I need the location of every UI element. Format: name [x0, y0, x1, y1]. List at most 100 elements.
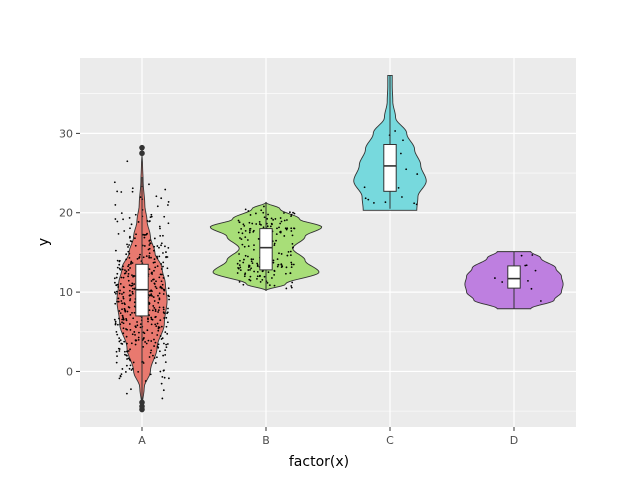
jitter-point-B: [272, 261, 275, 264]
jitter-point-A: [158, 225, 161, 228]
jitter-point-A: [154, 261, 156, 264]
jitter-point-A: [159, 286, 162, 289]
jitter-point-A: [153, 357, 156, 359]
jitter-point-A: [125, 328, 127, 330]
jitter-point-A: [149, 373, 152, 376]
jitter-point-A: [116, 266, 119, 269]
jitter-point-B: [291, 242, 294, 245]
jitter-point-C: [363, 186, 366, 189]
jitter-point-C: [402, 139, 404, 142]
jitter-point-B: [239, 237, 241, 239]
jitter-point-A: [129, 227, 131, 230]
jitter-point-A: [122, 327, 125, 330]
jitter-point-A: [162, 261, 165, 264]
jitter-point-A: [157, 311, 160, 313]
jitter-point-A: [158, 276, 161, 279]
jitter-point-A: [139, 323, 142, 326]
jitter-point-B: [290, 286, 293, 289]
jitter-point-B: [243, 275, 246, 278]
jitter-point-A: [119, 312, 122, 315]
jitter-point-A: [151, 295, 154, 297]
jitter-point-B: [270, 217, 273, 220]
jitter-point-B: [248, 264, 250, 267]
jitter-point-A: [152, 278, 154, 281]
jitter-point-A: [131, 262, 134, 264]
jitter-point-B: [267, 271, 270, 274]
jitter-point-A: [148, 244, 151, 246]
jitter-point-A: [162, 354, 165, 357]
jitter-point-A: [136, 321, 138, 323]
jitter-point-A: [134, 237, 136, 240]
jitter-point-A: [165, 346, 168, 349]
jitter-point-A: [134, 213, 137, 216]
jitter-point-A: [136, 324, 139, 327]
jitter-point-B: [251, 262, 254, 265]
jitter-point-A: [163, 342, 165, 345]
jitter-point-A: [132, 361, 135, 364]
jitter-point-A: [165, 316, 168, 319]
jitter-point-A: [127, 275, 130, 278]
jitter-point-A: [123, 309, 126, 311]
jitter-point-A: [129, 328, 132, 331]
jitter-point-A: [150, 340, 153, 342]
jitter-point-A: [167, 204, 169, 206]
jitter-point-B: [257, 238, 260, 240]
jitter-point-A: [160, 382, 163, 385]
jitter-point-A: [118, 350, 121, 352]
jitter-point-B: [290, 263, 293, 266]
jitter-point-A: [122, 265, 124, 268]
jitter-point-B: [271, 223, 273, 226]
y-tick-label: 30: [59, 127, 73, 140]
jitter-point-A: [128, 244, 130, 246]
jitter-point-A: [134, 333, 136, 336]
jitter-point-B: [244, 236, 247, 239]
jitter-point-A: [167, 287, 170, 290]
jitter-point-A: [166, 267, 169, 270]
jitter-point-A: [165, 343, 168, 346]
jitter-point-A: [124, 269, 126, 272]
jitter-point-A: [122, 297, 125, 300]
jitter-point-A: [117, 286, 120, 288]
jitter-point-A: [122, 218, 124, 221]
jitter-point-A: [125, 364, 128, 367]
jitter-point-A: [128, 252, 131, 255]
jitter-point-A: [167, 275, 170, 277]
jitter-point-A: [130, 369, 133, 371]
jitter-point-B: [273, 242, 276, 245]
jitter-point-A: [143, 234, 146, 236]
jitter-point-B: [276, 258, 279, 261]
jitter-point-A: [114, 323, 117, 326]
jitter-point-B: [259, 280, 262, 283]
jitter-point-B: [276, 227, 278, 230]
jitter-point-B: [247, 255, 249, 258]
jitter-point-A: [153, 269, 155, 272]
jitter-point-A: [113, 181, 116, 184]
jitter-point-B: [247, 266, 250, 268]
jitter-point-A: [115, 331, 118, 333]
jitter-point-A: [121, 314, 124, 317]
x-tick-label-D: D: [510, 434, 518, 447]
jitter-point-A: [125, 335, 128, 338]
jitter-point-B: [280, 220, 283, 223]
jitter-point-A: [137, 221, 140, 223]
jitter-point-A: [127, 246, 129, 248]
jitter-point-A: [116, 333, 119, 336]
jitter-point-B: [283, 235, 286, 237]
jitter-point-A: [114, 218, 117, 220]
jitter-point-A: [120, 212, 123, 215]
jitter-point-A: [119, 289, 121, 292]
jitter-point-A: [131, 282, 134, 285]
jitter-point-A: [157, 326, 160, 328]
jitter-point-A: [157, 301, 160, 304]
jitter-point-B: [238, 264, 241, 267]
jitter-point-A: [154, 341, 157, 344]
jitter-point-A: [114, 249, 117, 252]
jitter-point-B: [278, 252, 280, 255]
jitter-point-A: [122, 276, 125, 279]
jitter-point-A: [139, 196, 142, 199]
x-axis-title: factor(x): [289, 454, 349, 470]
jitter-point-A: [146, 329, 149, 332]
jitter-point-A: [158, 246, 160, 249]
jitter-point-B: [243, 245, 246, 248]
jitter-point-A: [118, 348, 121, 350]
